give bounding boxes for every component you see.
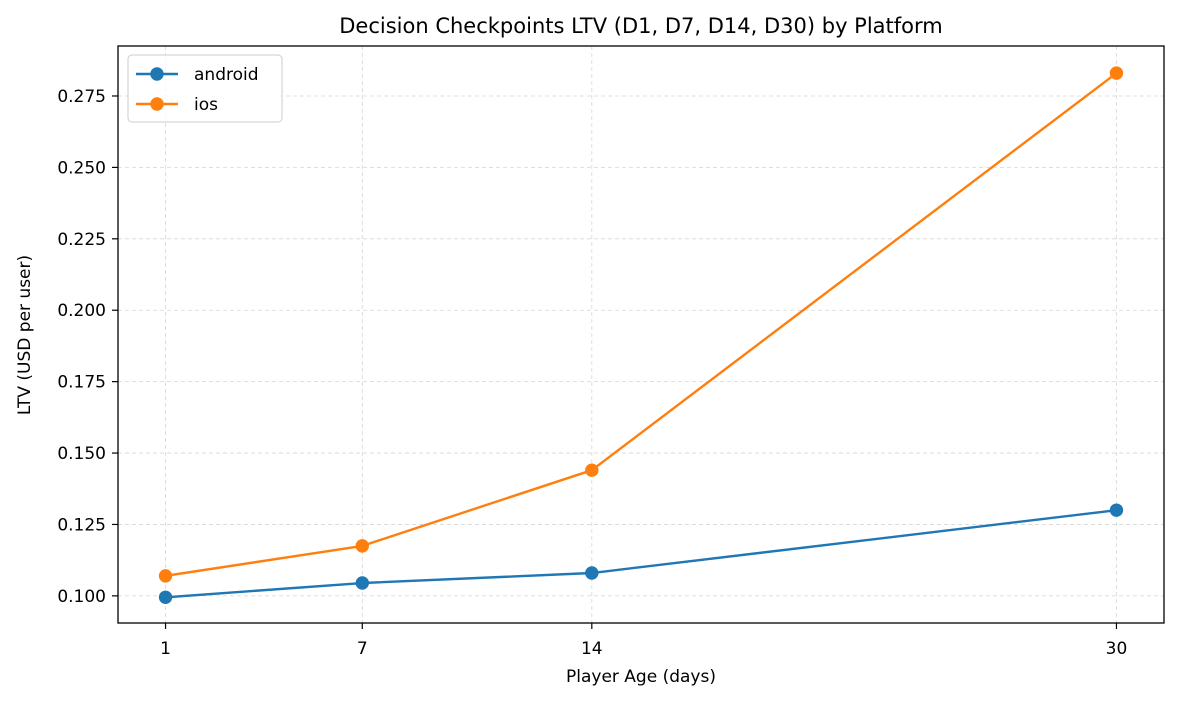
series-android: [158, 503, 1124, 604]
legend: android ios: [127, 54, 283, 123]
y-axis-title: LTV (USD per user): [15, 255, 35, 415]
plot-frame: [117, 45, 1165, 624]
x-axis-title: Player Age (days): [566, 667, 716, 687]
legend-label-ios: ios: [194, 95, 218, 115]
legend-box: [127, 54, 283, 123]
series-line-android: [164, 508, 1118, 599]
x-tick-label: 7: [357, 639, 368, 659]
data-point-android: [1109, 503, 1124, 517]
series-ios: [158, 66, 1124, 583]
legend-marker-android: [150, 67, 164, 81]
y-tick-label: 0.150: [57, 444, 106, 464]
legend-label-android: android: [194, 65, 259, 85]
legend-entry-ios: ios: [136, 95, 218, 115]
series-layer: [158, 66, 1124, 604]
data-point-android: [585, 566, 599, 580]
x-tick-label: 14: [581, 639, 603, 659]
data-point-android: [355, 576, 369, 590]
x-tick-label: 30: [1106, 639, 1128, 659]
x-tick-label: 1: [160, 639, 171, 659]
chart-title: Decision Checkpoints LTV (D1, D7, D14, D…: [339, 14, 942, 38]
x-axis: 1 7 14 30: [160, 623, 1127, 659]
data-point-android: [158, 590, 173, 604]
y-tick-label: 0.100: [57, 587, 106, 607]
data-point-ios: [1109, 66, 1124, 80]
data-point-ios: [158, 569, 173, 583]
y-tick-label: 0.250: [57, 158, 106, 178]
y-tick-label: 0.225: [57, 230, 106, 250]
y-tick-label: 0.175: [57, 373, 106, 393]
plot-area: [117, 45, 1165, 624]
y-tick-label: 0.275: [57, 87, 106, 107]
legend-entry-android: android: [136, 65, 259, 85]
data-point-ios: [585, 463, 599, 477]
legend-marker-ios: [150, 97, 164, 111]
y-tick-label: 0.200: [57, 301, 106, 321]
y-axis: 0.100 0.125 0.150 0.175 0.200 0.225 0.250 0.275: [57, 87, 118, 607]
data-point-ios: [355, 539, 369, 553]
series-line-ios: [164, 71, 1119, 578]
y-tick-label: 0.125: [57, 515, 106, 535]
